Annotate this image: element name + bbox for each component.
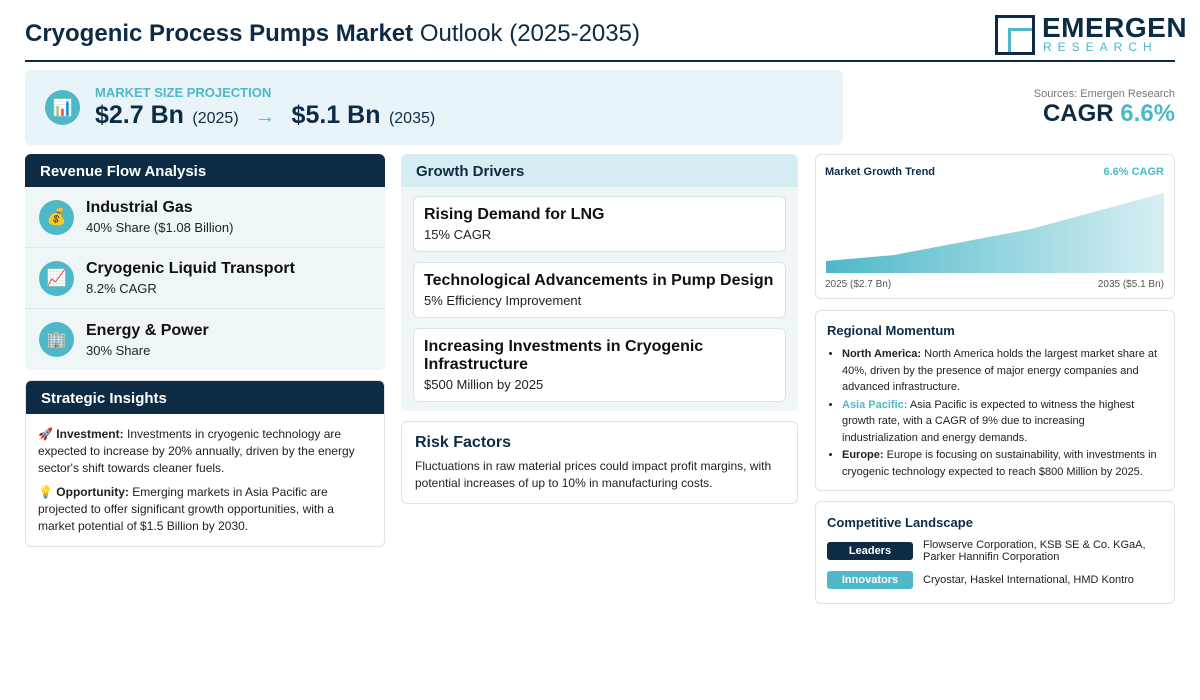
tag: Leaders [827,542,913,560]
companies: Cryostar, Haskel International, HMD Kont… [923,574,1134,586]
item-name: Energy & Power [86,321,209,339]
insights-body: 🚀 Investment: Investments in cryogenic t… [26,414,384,546]
item-detail: 8.2% CAGR [86,281,157,296]
region-name: Europe: [842,449,884,461]
summary-box: 📊 MARKET SIZE PROJECTION $2.7 Bn (2025) … [25,70,843,145]
icon: 🏢 [39,322,74,357]
end-year: (2035) [388,110,436,127]
region-name: Asia Pacific: [842,398,908,411]
competitive-row: Innovators Cryostar, Haskel International… [827,571,1163,589]
cagr: CAGR 6.6% [1043,100,1175,128]
item-detail: 40% Share ($1.08 Billion) [86,220,234,235]
regional-title: Regional Momentum [827,323,955,338]
revenue-item: 📈 Cryogenic Liquid Transport 8.2% CAGR [25,248,385,309]
region-text: North America holds the largest market s… [842,348,1158,393]
header-rule [25,60,1175,62]
driver-detail: 15% CAGR [424,227,492,242]
insight-label: Investment: [56,427,124,441]
driver: Technological Advancements in Pump Desig… [413,262,786,318]
insight: 💡 Opportunity: Emerging markets in Asia … [38,485,334,533]
driver-name: Increasing Investments in Cryogenic Infr… [424,338,704,373]
driver-name: Technological Advancements in Pump Desig… [424,272,774,289]
competitive-card: Competitive Landscape Leaders Flowserve C… [815,501,1175,604]
title: Cryogenic Process Pumps Market Outlook (… [25,20,640,48]
region-text: Asia Pacific is expected to witness the … [842,398,1135,444]
trend-title: Market Growth Trend [825,166,936,178]
drivers-card: Growth Drivers Rising Demand for LNG 15% … [401,154,798,411]
revenue-title: Revenue Flow Analysis [25,154,385,187]
icon: 💰 [39,199,74,235]
summary-values: $2.7 Bn (2025) → $5.1 Bn (2035) [95,101,435,130]
companies: Flowserve Corporation, KSB SE & Co. KGaA… [923,539,1146,563]
start-value: $2.7 Bn [95,101,184,129]
regional-card: Regional Momentum North America: North A… [815,310,1175,491]
trend-end: 2035 ($5.1 Bn) [1097,279,1164,290]
title-bold: Cryogenic Process Pumps Market [25,20,414,47]
cagr-label: CAGR [1042,100,1114,127]
insights-title: Strategic Insights [26,381,384,414]
driver-name: Rising Demand for LNG [424,206,605,223]
item-name: Cryogenic Liquid Transport [86,260,295,277]
risk-text: Fluctuations in raw material prices coul… [415,459,772,490]
trend-badge: 6.6% CAGR [1103,166,1164,178]
risk-card: Risk Factors Fluctuations in raw materia… [401,421,798,504]
regional-list: North America: North America holds the l… [827,346,1163,480]
start-year: (2025) [192,110,239,127]
logo-mark [1008,28,1032,52]
item-name: Industrial Gas [86,199,193,216]
region-text: Europe is focusing on sustainability, wi… [842,449,1157,478]
driver-detail: 5% Efficiency Improvement [424,293,582,308]
tag: Innovators [827,571,913,589]
title-rest: Outlook (2025-2035) [419,20,640,47]
sources: Sources: Emergen Research [1033,88,1175,100]
drivers-title: Growth Drivers [401,154,798,187]
insight-text: Emerging markets in Asia Pacific are pro… [38,485,334,533]
risk-title: Risk Factors [415,434,512,451]
revenue-card: Revenue Flow Analysis 💰 Industrial Gas 40%… [25,154,385,370]
revenue-item: 💰 Industrial Gas 40% Share ($1.08 Billion) [25,187,385,248]
arrow: → [255,106,276,128]
cagr-value: 6.6% [1120,100,1175,127]
summary-label: MARKET SIZE PROJECTION [95,85,272,100]
insight-text: Investments in cryogenic technology are … [38,427,355,475]
trend-area [826,193,1164,273]
competitive-title: Competitive Landscape [827,515,973,530]
trend-card: Market Growth Trend 6.6% CAGR 2025 ($2.7… [815,154,1175,299]
item-detail: 30% Share [86,342,151,358]
competitive-row: Leaders Flowserve Corporation, KSB SE & C… [827,539,1163,563]
summary-icon: 📊 [45,90,80,125]
icon: 📈 [39,260,74,296]
insight: 🚀 Investment: Investments in cryogenic t… [38,427,355,475]
logo-main: EMERGEN [1042,12,1188,43]
trend-shape [826,193,1164,273]
region-item: Asia Pacific: Asia Pacific is expected t… [842,397,1163,447]
driver: Rising Demand for LNG 15% CAGR [413,196,786,252]
insights-card: Strategic Insights 🚀 Investment: Investm… [25,380,385,547]
driver: Increasing Investments in Cryogenic Infr… [413,328,786,402]
insight-label: Opportunity: [56,485,129,499]
trend-start: 2025 ($2.7 Bn) [825,279,892,290]
driver-detail: $500 Million by 2025 [424,377,544,392]
logo-icon [995,15,1035,55]
region-item: North America: North America holds the l… [842,346,1163,396]
end-value: $5.1 Bn [291,101,381,129]
region-item: Europe: Europe is focusing on sustainabi… [842,447,1163,480]
region-name: North America: [842,348,922,360]
revenue-item: 🏢 Energy & Power 30% Share [25,309,385,370]
logo-sub: RESEARCH [1043,40,1158,54]
